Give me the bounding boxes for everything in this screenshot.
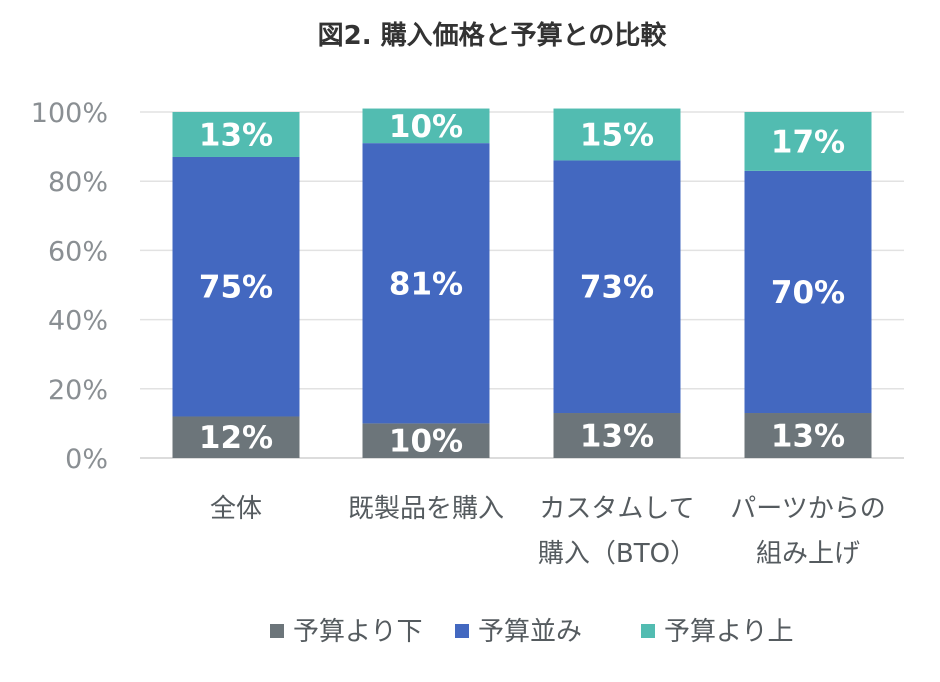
data-label: 75%: [199, 270, 273, 306]
y-tick-label: 100%: [31, 98, 108, 129]
bar-segment: [744, 112, 872, 171]
legend: 予算より下 予算並み 予算より上: [270, 617, 793, 647]
x-tick-label: 組み上げ: [756, 539, 860, 569]
data-label: 17%: [771, 124, 845, 160]
bar-segment: [744, 413, 872, 458]
bar-segment: [172, 156, 300, 417]
bar-segment: [553, 108, 681, 161]
bar-segment: [362, 423, 490, 458]
y-tick-label: 20%: [48, 375, 108, 406]
y-tick-label: 60%: [48, 236, 108, 267]
bar-segment: [172, 416, 300, 458]
x-tick-label: 購入（BTO）: [538, 539, 696, 569]
x-tick-label: カスタムして: [539, 494, 694, 524]
bar-segment: [553, 160, 681, 414]
y-tick-label: 0%: [65, 444, 108, 475]
data-label: 13%: [771, 419, 845, 455]
bars: 12% 75% 13% 10% 81% 10% 13% 73% 15% 13% 70% 17%: [172, 108, 872, 460]
legend-swatch: [455, 624, 469, 638]
x-tick-label: パーツからの: [730, 494, 885, 524]
bar-segment: [172, 112, 300, 157]
data-label: 15%: [580, 117, 654, 153]
data-label: 81%: [389, 266, 463, 302]
data-label: 13%: [199, 117, 273, 153]
bar-segment: [362, 143, 490, 424]
y-tick-label: 40%: [48, 306, 108, 337]
data-label: 13%: [580, 419, 654, 455]
legend-swatch: [641, 624, 655, 638]
x-tick-label: 全体: [210, 494, 262, 524]
chart-title: 図2. 購入価格と予算との比較: [318, 20, 668, 51]
data-label: 12%: [199, 420, 273, 456]
x-tick-label: 既製品を購入: [348, 494, 504, 524]
legend-label: 予算より上: [664, 617, 793, 647]
data-label: 73%: [580, 270, 654, 306]
bar-segment: [553, 413, 681, 458]
legend-label: 予算並み: [478, 617, 582, 647]
legend-label: 予算より下: [293, 617, 422, 647]
data-label: 10%: [389, 424, 463, 460]
y-tick-label: 80%: [48, 167, 108, 198]
y-axis: 0% 20% 40% 60% 80% 100%: [31, 98, 108, 475]
bar-segment: [744, 170, 872, 414]
data-label: 10%: [389, 109, 463, 145]
legend-swatch: [270, 624, 284, 638]
data-label: 70%: [771, 275, 845, 311]
bar-segment: [362, 108, 490, 144]
